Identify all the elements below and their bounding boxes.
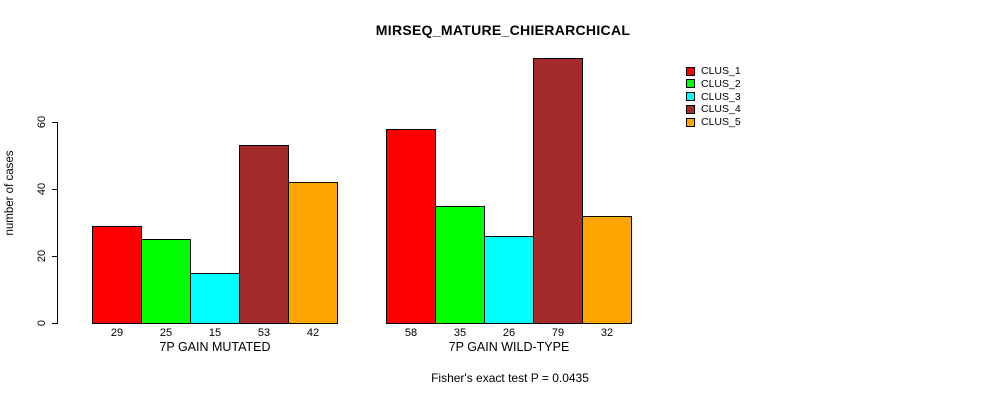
y-axis-label: number of cases bbox=[4, 150, 16, 236]
legend-swatch-clus_2 bbox=[686, 79, 695, 89]
legend-swatch-clus_5 bbox=[686, 117, 695, 127]
fisher-test-annotation: Fisher's exact test P = 0.0435 bbox=[431, 371, 589, 385]
legend-item-clus_5: CLUS_5 bbox=[686, 116, 741, 128]
x-category-label-mutated: 7P GAIN MUTATED bbox=[159, 340, 271, 354]
bar-clus_5-group1 bbox=[288, 182, 338, 324]
legend-item-clus_2: CLUS_2 bbox=[686, 78, 741, 90]
bar-clus_3-group1 bbox=[190, 273, 240, 324]
bar-clus_2-group1 bbox=[141, 239, 191, 324]
bar-value-label: 35 bbox=[453, 327, 467, 339]
bar-value-label: 32 bbox=[600, 327, 614, 339]
y-tick-label: 60 bbox=[36, 115, 48, 129]
legend-label: CLUS_3 bbox=[701, 90, 741, 103]
x-category-label-wild-type: 7P GAIN WILD-TYPE bbox=[448, 340, 570, 354]
bar-clus_4-group1 bbox=[239, 145, 289, 324]
bar-clus_1-group1 bbox=[92, 226, 142, 324]
y-tick-label: 40 bbox=[36, 182, 48, 196]
bar-value-label: 58 bbox=[404, 327, 418, 339]
y-tick-label: 20 bbox=[36, 249, 48, 263]
legend-item-clus_1: CLUS_1 bbox=[686, 65, 741, 77]
legend-item-clus_4: CLUS_4 bbox=[686, 103, 741, 115]
bar-clus_2-group2 bbox=[435, 206, 485, 324]
legend-swatch-clus_4 bbox=[686, 104, 695, 114]
bar-value-label: 53 bbox=[257, 327, 271, 339]
chart-title: MIRSEQ_MATURE_CHIERARCHICAL bbox=[375, 22, 631, 38]
y-axis-line bbox=[57, 122, 58, 324]
bar-clus_1-group2 bbox=[386, 129, 436, 324]
bar-value-label: 29 bbox=[110, 327, 124, 339]
y-tick-mark bbox=[52, 256, 58, 257]
legend-label: CLUS_5 bbox=[701, 116, 741, 128]
y-tick-mark bbox=[52, 323, 58, 324]
bar-value-label: 79 bbox=[551, 327, 565, 339]
legend-label: CLUS_1 bbox=[701, 65, 741, 78]
legend-label: CLUS_4 bbox=[701, 103, 741, 116]
legend-swatch-clus_1 bbox=[686, 66, 695, 76]
bar-clus_3-group2 bbox=[484, 236, 534, 324]
bar-value-label: 42 bbox=[306, 327, 320, 339]
legend-label: CLUS_2 bbox=[701, 77, 741, 90]
y-tick-mark bbox=[52, 122, 58, 123]
legend-item-clus_3: CLUS_3 bbox=[686, 91, 741, 103]
y-tick-label: 0 bbox=[36, 319, 48, 327]
bar-clus_4-group2 bbox=[533, 58, 583, 324]
bar-value-label: 15 bbox=[208, 327, 222, 339]
y-tick-mark bbox=[52, 189, 58, 190]
bar-value-label: 26 bbox=[502, 327, 516, 339]
bar-clus_5-group2 bbox=[582, 216, 632, 324]
legend-swatch-clus_3 bbox=[686, 92, 695, 102]
bar-value-label: 25 bbox=[159, 327, 173, 339]
